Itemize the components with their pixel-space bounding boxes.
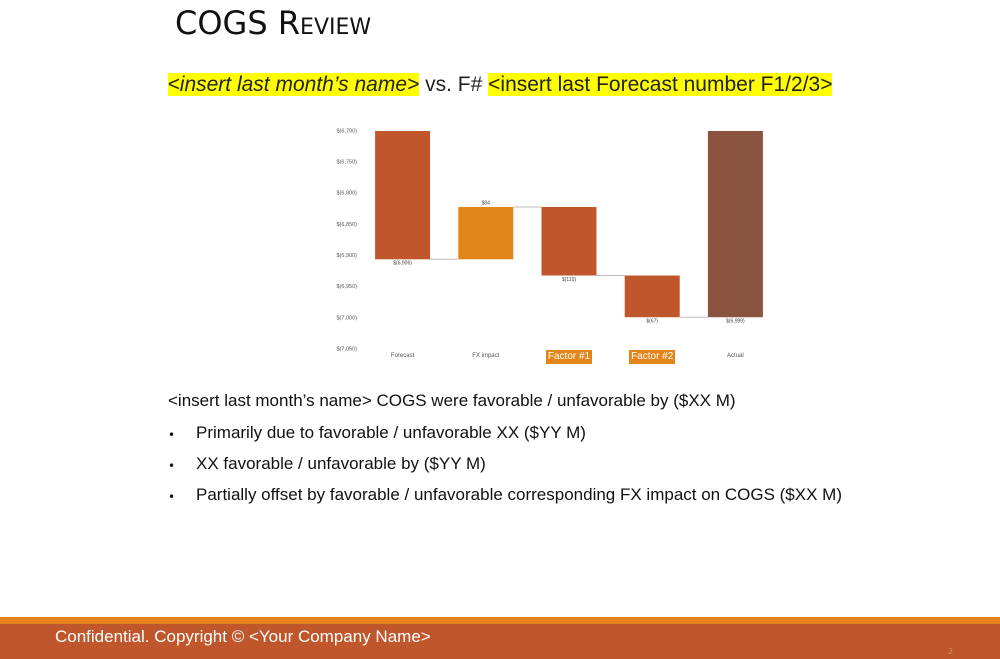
x-tick-label: Factor #1	[546, 350, 592, 364]
bullet-dot: •	[168, 428, 176, 442]
bullet: Partially offset by favorable / unfavora…	[196, 485, 842, 504]
y-tick-label: $(6,800)	[337, 191, 358, 197]
chart: $(6,700) $(6,750) $(6,800) $(6,850) $(6,900)…	[337, 128, 763, 352]
y-tick-label: $(6,950)	[337, 284, 358, 290]
page-number: 2	[948, 647, 954, 656]
bar	[541, 206, 597, 276]
bullet-dot: •	[168, 459, 176, 473]
y-tick-label: $(6,700)	[337, 128, 358, 134]
slide-title: COGS Review	[175, 4, 372, 42]
data-label: $(6,906)	[393, 261, 412, 267]
data-label: $(6,999)	[726, 319, 745, 325]
x-tick-label: Actual	[727, 353, 744, 359]
footer-bar	[0, 624, 1000, 659]
highlight: <insert last month’s name>	[167, 73, 420, 96]
highlight: <insert last Forecast number F1/2/3>	[488, 73, 833, 96]
y-tick-label: $(6,900)	[337, 253, 358, 259]
bullet: Primarily due to favorable / unfavorable…	[196, 423, 586, 442]
y-tick-label: $(6,850)	[337, 222, 358, 228]
bullet-dot: •	[168, 490, 176, 504]
summary: <insert last month’s name> COGS were fav…	[168, 391, 736, 410]
bar	[458, 206, 514, 260]
x-tick-label: Factor #2	[629, 350, 676, 364]
bullet: XX favorable / unfavorable by ($YY M)	[196, 454, 486, 473]
y-tick-label: $(7,050)	[337, 346, 358, 352]
data-label: $(67)	[646, 319, 658, 325]
subtitle-text: vs. F#	[425, 73, 483, 96]
y-tick-label: $(7,000)	[337, 315, 358, 321]
bar	[624, 275, 680, 318]
y-tick-label: $(6,750)	[337, 160, 358, 166]
bar	[707, 131, 763, 318]
footer-stripe	[0, 617, 1000, 624]
x-tick-label: FX impact	[472, 353, 500, 359]
bar	[375, 131, 431, 260]
data-label: $84	[482, 200, 491, 206]
data-label: $(110)	[562, 277, 576, 283]
subtitle: <insert last month’s name> vs. F# <inser…	[0, 73, 1000, 97]
x-tick-label: Forecast	[390, 353, 415, 359]
footer-text: Confidential. Copyright © <Your Company …	[55, 627, 431, 646]
